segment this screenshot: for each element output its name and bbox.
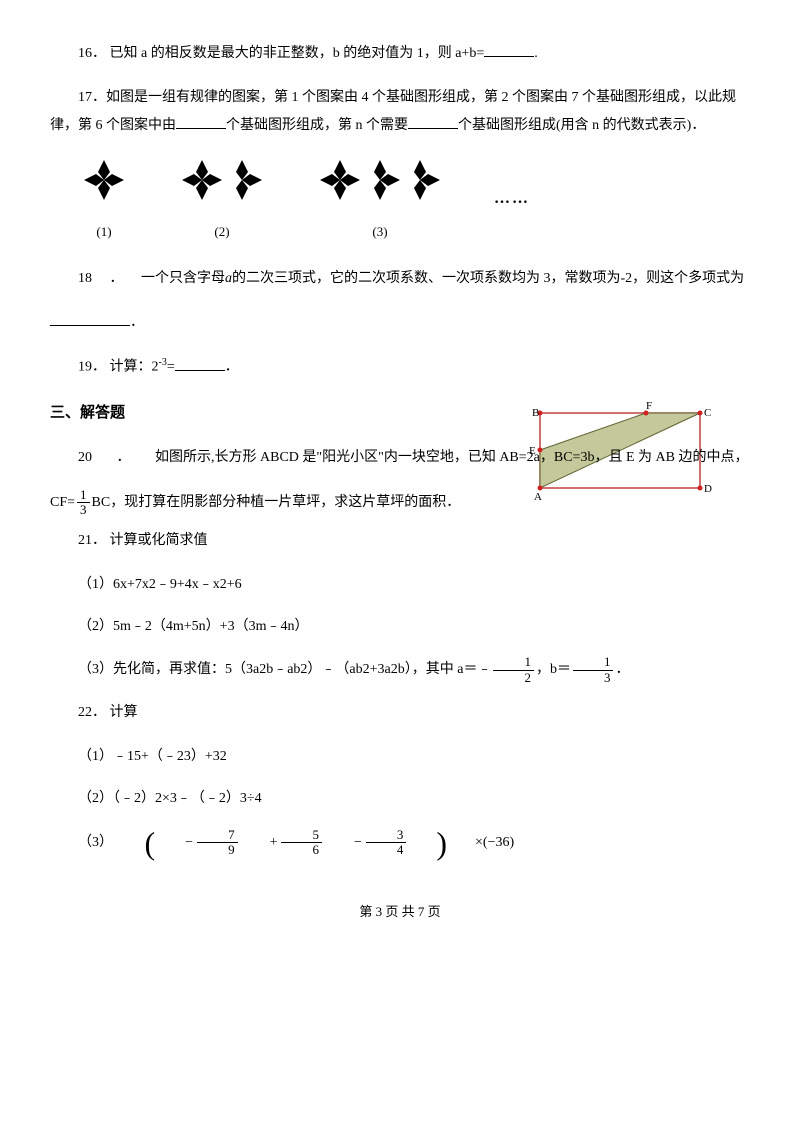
q18-text3: ． xyxy=(130,315,144,330)
q20-frac: 13 xyxy=(77,488,90,518)
left-paren: ( xyxy=(117,827,156,859)
q20-num: 20 xyxy=(78,450,92,465)
label-C: C xyxy=(704,407,711,419)
question-18: 18 ． 一个只含字母a的二次三项式，它的二次项系数、一次项系数均为 3，常数项… xyxy=(50,265,750,293)
label-B: B xyxy=(532,407,539,419)
pattern-2: (2) xyxy=(178,156,266,245)
q22-p2: （2）（﹣2）2×3﹣（﹣2）3÷4 xyxy=(50,785,750,813)
q20-text2: BC，现打算在阴影部分种植一片草坪，求这片草坪的面积． xyxy=(92,495,461,510)
right-paren: ) xyxy=(408,827,447,859)
q21-num: 21． xyxy=(78,533,106,548)
q22-tail: ×(−36) xyxy=(447,829,514,857)
question-22: 22． 计算 xyxy=(50,699,750,727)
pattern-3: (3) xyxy=(316,156,444,245)
pattern-1: (1) xyxy=(80,156,128,245)
question-19: 19． 计算：2-3= ． xyxy=(50,353,750,382)
q20-dot: ． xyxy=(117,450,131,465)
q21-p1: （1）6x+7x2﹣9+4x﹣x2+6 xyxy=(50,571,750,599)
q21-title: 计算或化简求值 xyxy=(110,533,208,548)
q17-blank2 xyxy=(408,112,458,129)
pattern-row: (1) (2) (3) …… xyxy=(80,156,750,245)
q21-frac2: 13 xyxy=(573,655,614,685)
q18-blank xyxy=(50,309,130,326)
pattern-1-svg xyxy=(80,156,128,204)
question-21: 21． 计算或化简求值 xyxy=(50,527,750,555)
q17-blank1 xyxy=(176,112,226,129)
q18-text1: 一个只含字母 xyxy=(141,271,225,286)
ellipsis: …… xyxy=(494,190,530,207)
q16-text1: 已知 a 的相反数是最大的非正整数，b 的绝对值为 1，则 a+b= xyxy=(110,46,485,61)
q19-text3: ． xyxy=(225,360,239,375)
q19-text2: = xyxy=(167,360,175,375)
page-footer: 第 3 页 共 7 页 xyxy=(50,899,750,925)
q22-title: 计算 xyxy=(110,705,138,720)
q17-num: 17． xyxy=(78,90,106,105)
q22-p1: （1）﹣15+（﹣23）+32 xyxy=(50,743,750,771)
q21-p3b: ，b＝ xyxy=(536,662,571,677)
q21-p3: （3）先化简，再求值：5（3a2b﹣ab2）﹣（ab2+3a2b），其中 a＝﹣… xyxy=(50,655,750,685)
question-16: 16． 已知 a 的相反数是最大的非正整数，b 的绝对值为 1，则 a+b=. xyxy=(50,40,750,68)
q18-text2: 的二次三项式，它的二次项系数、一次项系数均为 3，常数项为-2，则这个多项式为 xyxy=(232,271,744,286)
pattern-3-svg xyxy=(316,156,444,204)
q16-num: 16． xyxy=(78,46,106,61)
label-F: F xyxy=(646,400,652,412)
label-A: A xyxy=(534,491,542,503)
q22-num: 22． xyxy=(78,705,106,720)
label-D: D xyxy=(704,483,712,495)
q20-text1: 如图所示,长方形 ABCD 是"阳光小区"内一块空地，已知 AB=2a，BC=3… xyxy=(155,450,748,465)
q18-var: a xyxy=(225,271,232,286)
pattern-3-label: (3) xyxy=(316,219,444,245)
pattern-2-label: (2) xyxy=(178,219,266,245)
question-20: 20 ． 如图所示,长方形 ABCD 是"阳光小区"内一块空地，已知 AB=2a… xyxy=(50,444,750,472)
q21-p3a: （3）先化简，再求值：5（3a2b﹣ab2）﹣（ab2+3a2b），其中 a＝﹣ xyxy=(78,662,491,677)
q16-blank xyxy=(484,40,534,57)
q21-frac1: 12 xyxy=(493,655,534,685)
q17-text3: 个基础图形组成(用含 n 的代数式表示)． xyxy=(458,118,705,133)
question-17: 17．如图是一组有规律的图案，第 1 个图案由 4 个基础图形组成，第 2 个图… xyxy=(50,84,750,140)
q19-num: 19． xyxy=(78,360,106,375)
q19-text1: 计算：2 xyxy=(110,360,159,375)
q19-exp: -3 xyxy=(159,357,167,368)
q22-p3-expr: ( − 79 + 56 − 34 ) ×(−36) xyxy=(117,827,515,859)
q16-text2: . xyxy=(534,46,538,61)
q17-text2: 个基础图形组成，第 n 个需要 xyxy=(226,118,408,133)
q21-p2: （2）5m﹣2（4m+5n）+3（3m﹣4n） xyxy=(50,613,750,641)
q21-p3c: ． xyxy=(615,662,629,677)
q18-dot: ． xyxy=(110,271,124,286)
q19-blank xyxy=(175,354,225,371)
q18-num: 18 xyxy=(78,271,92,286)
pattern-2-svg xyxy=(178,156,266,204)
q20-cf: CF= xyxy=(50,495,75,510)
q22-p3: （3） ( − 79 + 56 − 34 ) ×(−36) xyxy=(50,827,750,859)
pattern-ellipsis: …… xyxy=(494,183,530,245)
q22-p3-label: （3） xyxy=(78,835,113,850)
pattern-1-label: (1) xyxy=(80,219,128,245)
q20-line2: CF=13BC，现打算在阴影部分种植一片草坪，求这片草坪的面积． B F C E… xyxy=(50,488,750,518)
